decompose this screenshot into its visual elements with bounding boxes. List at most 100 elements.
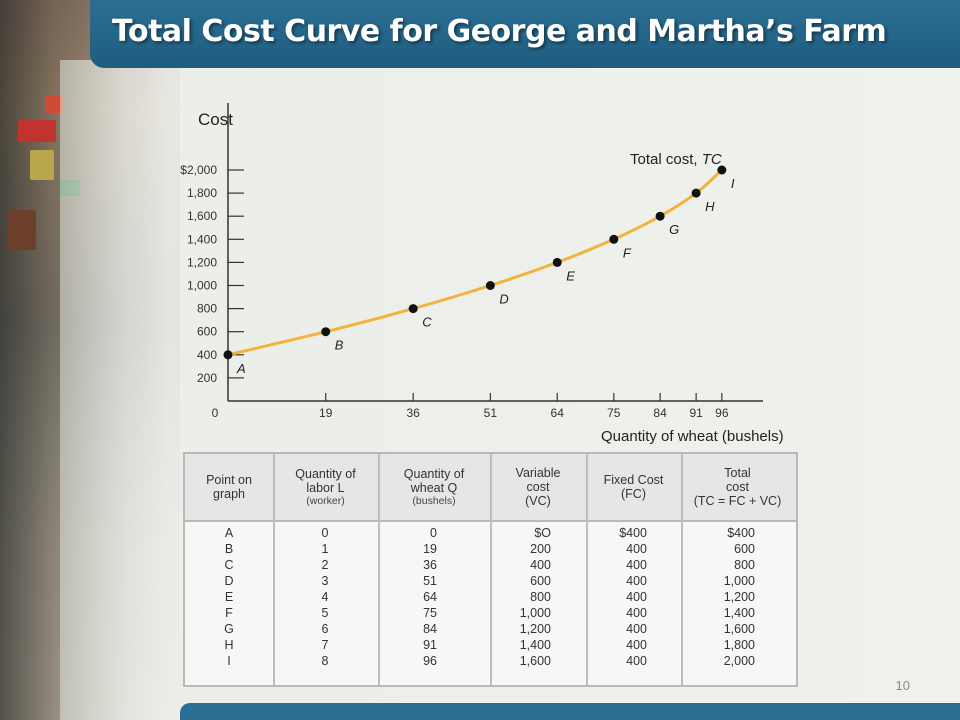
cell-vc: $O (534, 526, 551, 540)
header-point-line1: Point on (206, 473, 252, 487)
y-tick-label: 1,400 (187, 232, 217, 246)
y-axis-ticks: $2,000 1,800 1,600 1,400 1,200 1,000 800 600 400… (180, 163, 244, 385)
cell-labor: 6 (321, 622, 329, 636)
header-fc: Fixed Cost (FC) (586, 454, 681, 520)
cell-tc: 1,200 (723, 590, 755, 604)
table-row: C 2 36 400 400 800 (185, 558, 796, 574)
cell-wheat: 75 (423, 606, 437, 620)
header-labor-sub: (worker) (306, 495, 345, 507)
cell-point: H (224, 638, 234, 652)
cell-tc: 1,000 (723, 574, 755, 588)
cell-tc: $400 (727, 526, 755, 540)
data-point (609, 234, 619, 244)
cell-tc: 1,600 (723, 622, 755, 636)
cell-point: I (227, 654, 231, 668)
cell-vc: 1,200 (519, 622, 551, 636)
cell-point: D (224, 574, 234, 588)
cell-vc: 800 (530, 590, 551, 604)
data-point (321, 327, 331, 337)
x-axis-label-unit: (bushels) (722, 428, 784, 445)
header-wheat-line1: Quantity of (403, 467, 465, 481)
header-wheat: Quantity of wheat Q (bushels) (378, 454, 490, 520)
series-label-prefix: Total cost, (630, 151, 702, 168)
cell-point: G (224, 622, 234, 636)
cell-wheat: 91 (423, 638, 437, 652)
cell-wheat: 96 (423, 654, 437, 668)
table-row: I 8 96 1,600 400 2,000 (185, 654, 796, 670)
cell-labor: 3 (321, 574, 329, 588)
cell-fc: 400 (626, 622, 647, 636)
cell-labor: 0 (321, 526, 329, 540)
header-tc-line1: Total (724, 466, 751, 480)
photo-sign (8, 210, 36, 250)
x-tick-label: 96 (715, 406, 729, 420)
cell-vc: 1,400 (519, 638, 551, 652)
data-point (552, 257, 562, 267)
point-label: D (499, 292, 508, 307)
header-point: Point on graph (185, 454, 273, 520)
header-labor: Quantity of labor L (worker) (273, 454, 378, 520)
y-tick-label: 600 (197, 325, 217, 339)
table-row: D 3 51 600 400 1,000 (185, 574, 796, 590)
header-vc: Variable cost (VC) (490, 454, 586, 520)
header-point-line2: graph (213, 487, 245, 501)
page-number: 10 (895, 678, 910, 693)
series-label-symbol: TC (702, 151, 722, 168)
table-row: G 6 84 1,200 400 1,600 (185, 622, 796, 638)
cell-wheat: 36 (423, 558, 437, 572)
cell-point: A (224, 526, 234, 540)
cell-vc: 400 (530, 558, 551, 572)
cell-vc: 1,000 (519, 606, 551, 620)
point-label: C (422, 315, 432, 330)
cost-table: Point on graph Quantity of labor L (work… (183, 452, 798, 687)
table-row: B 1 19 200 400 600 (185, 542, 796, 558)
cell-fc: 400 (626, 542, 647, 556)
series-label: Total cost, TC (630, 151, 722, 168)
cell-vc: 1,600 (519, 654, 551, 668)
cell-tc: 1,800 (723, 638, 755, 652)
cell-fc: 400 (626, 558, 647, 572)
point-label: I (731, 176, 735, 191)
point-label: G (669, 222, 679, 237)
x-tick-label: 19 (319, 406, 333, 420)
point-label: E (566, 268, 575, 283)
y-tick-label: 800 (197, 302, 217, 316)
cell-labor: 4 (321, 590, 329, 604)
cell-fc: 400 (626, 638, 647, 652)
cell-tc: 800 (734, 558, 755, 572)
cell-fc: 400 (626, 654, 647, 668)
x-origin-label: 0 (212, 406, 219, 420)
point-label: F (623, 245, 632, 260)
y-tick-label: $2,000 (180, 163, 217, 177)
header-labor-line1: Quantity of (295, 467, 356, 481)
x-tick-label: 64 (551, 406, 565, 420)
x-tick-label: 75 (607, 406, 621, 420)
chart-axes (227, 103, 763, 402)
x-axis-label: Quantity of wheat (bushels) (601, 428, 784, 445)
cell-point: B (224, 542, 234, 556)
table-body: A 0 0 $O $400 $400 B 1 19 200 400 600 C 2 36 400 400 800 D… (185, 526, 796, 670)
header-vc-line1: Variable (515, 466, 561, 480)
col-wheat (378, 454, 490, 685)
table-row: H 7 91 1,400 400 1,800 (185, 638, 796, 654)
y-tick-label: 400 (197, 348, 217, 362)
data-point (485, 281, 495, 290)
cell-tc: 600 (734, 542, 755, 556)
title-bar (90, 0, 960, 68)
cell-fc: $400 (619, 526, 647, 540)
cell-labor: 1 (321, 542, 329, 556)
y-tick-label: 200 (197, 371, 217, 385)
point-label: A (236, 361, 246, 376)
header-tc-line3: (TC = FC + VC) (693, 494, 782, 508)
cell-fc: 400 (626, 574, 647, 588)
cell-labor: 8 (321, 654, 329, 668)
header-vc-line3: (VC) (525, 494, 551, 508)
cell-wheat: 51 (423, 574, 437, 588)
x-tick-label: 91 (689, 406, 703, 420)
data-point (223, 350, 233, 360)
header-fc-line2: (FC) (621, 487, 646, 501)
col-vc (490, 454, 586, 685)
table-row: F 5 75 1,000 400 1,400 (185, 606, 796, 622)
photo-sign (45, 95, 63, 113)
